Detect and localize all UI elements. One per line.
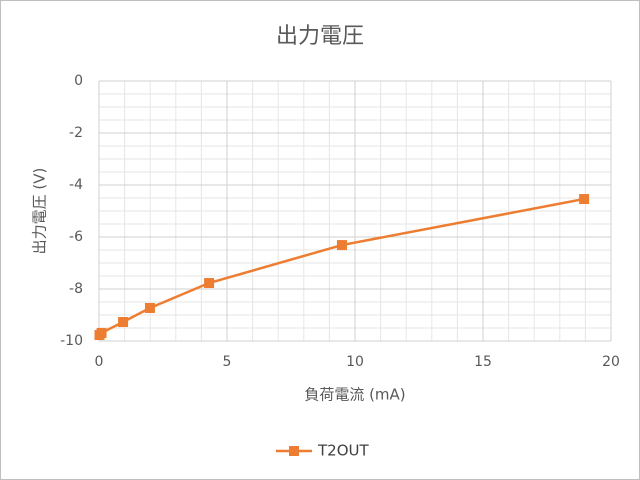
- point-marker: [204, 278, 215, 289]
- y-tick-label: -10: [60, 333, 83, 349]
- point-marker: [96, 327, 107, 338]
- x-tick-label: 5: [223, 354, 232, 370]
- point-marker: [144, 302, 155, 313]
- chart-title: 出力電圧: [276, 24, 364, 49]
- x-axis-label: 負荷電流 (mA): [304, 386, 405, 404]
- legend-label: T2OUT: [317, 442, 369, 460]
- y-tick-label: -6: [69, 229, 83, 245]
- legend-marker: [289, 446, 299, 456]
- x-tick-label: 10: [346, 354, 364, 370]
- x-tick-label: 0: [95, 354, 104, 370]
- y-tick-label: -4: [69, 177, 83, 193]
- x-tick-label: 15: [474, 354, 492, 370]
- y-axis-label: 出力電圧 (V): [31, 168, 49, 255]
- y-tick-label: -2: [69, 125, 83, 141]
- point-marker: [118, 317, 129, 328]
- point-marker: [336, 240, 347, 251]
- y-tick-label: 0: [74, 73, 83, 89]
- point-marker: [579, 194, 590, 205]
- x-tick-label: 20: [602, 354, 620, 370]
- y-tick-label: -8: [69, 281, 83, 297]
